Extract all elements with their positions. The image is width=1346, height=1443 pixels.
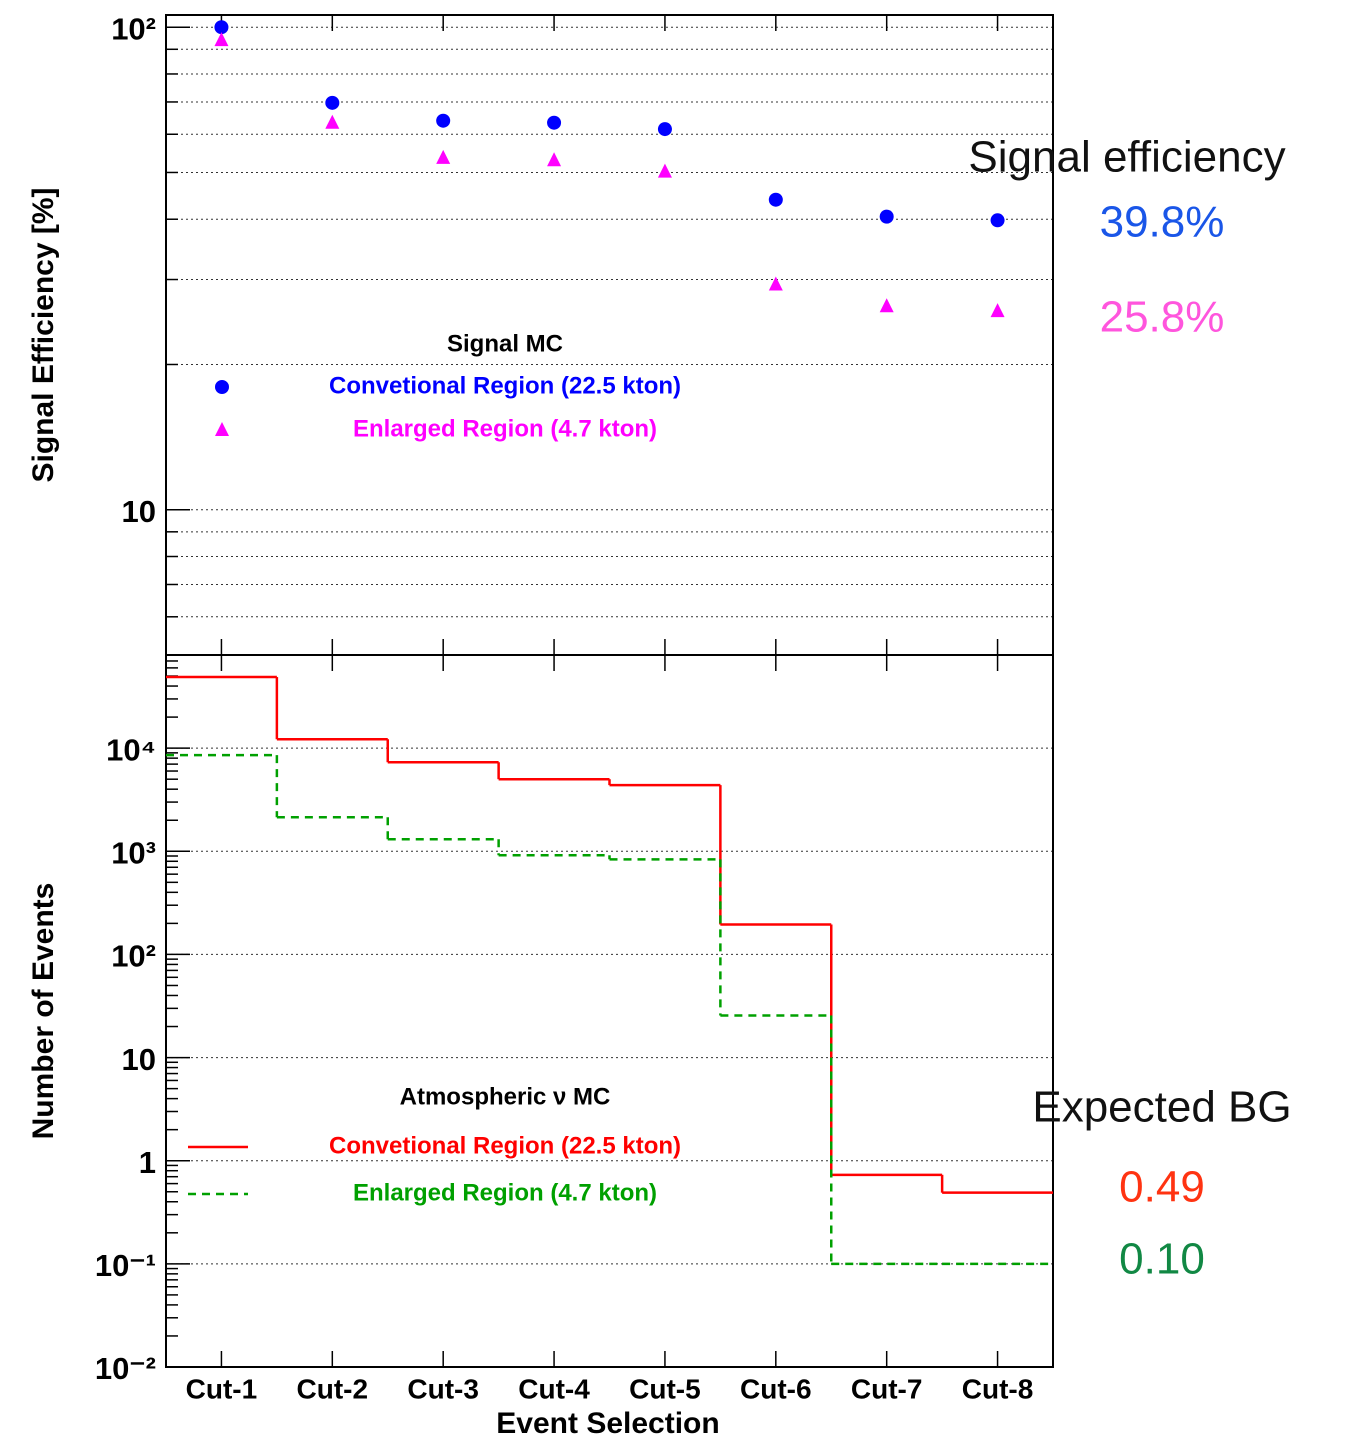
plot-frame: [165, 654, 1054, 1368]
annotation: 25.8%: [1100, 293, 1225, 342]
legend-label: Enlarged Region (4.7 kton): [353, 1179, 657, 1206]
y-tick-label: 10: [122, 1042, 156, 1077]
y-tick-label: 10³: [111, 835, 156, 870]
marker: [657, 163, 672, 178]
x-tick-label: Cut-6: [740, 1373, 812, 1404]
legend-label: Enlarged Region (4.7 kton): [353, 415, 657, 442]
annotation: Expected BG: [1032, 1083, 1291, 1132]
marker: [990, 213, 1005, 228]
marker: [547, 115, 562, 130]
marker: [215, 422, 229, 436]
marker: [768, 276, 783, 291]
marker: [436, 113, 451, 128]
marker: [990, 303, 1005, 318]
marker: [214, 32, 229, 47]
legend-title: Signal MC: [447, 330, 563, 357]
marker: [325, 95, 340, 110]
y-tick-label: 10⁻¹: [95, 1248, 156, 1283]
marker: [879, 298, 894, 313]
legend-title: Atmospheric ν MC: [400, 1083, 611, 1110]
x-tick-label: Cut-7: [851, 1373, 923, 1404]
x-axis-label: Event Selection: [496, 1407, 719, 1440]
x-tick-label: Cut-5: [629, 1373, 701, 1404]
y-tick-label: 10²: [111, 11, 156, 46]
y-tick-label: 10: [122, 494, 156, 529]
x-tick-label: Cut-2: [297, 1373, 369, 1404]
y-axis-label: Number of Events: [27, 883, 60, 1140]
x-tick-label: Cut-8: [962, 1373, 1034, 1404]
annotation: 39.8%: [1100, 198, 1225, 247]
marker: [215, 380, 229, 394]
annotation: Signal efficiency: [968, 133, 1285, 182]
marker: [657, 122, 672, 137]
marker: [879, 209, 894, 224]
y-tick-label: 10²: [111, 939, 156, 974]
legend-label: Convetional Region (22.5 kton): [329, 1132, 681, 1159]
y-tick-label: 10⁻²: [95, 1351, 156, 1386]
y-tick-label: 1: [139, 1145, 156, 1180]
x-tick-label: Cut-4: [518, 1373, 590, 1404]
annotation: 0.10: [1119, 1235, 1205, 1284]
plot-frame: [165, 14, 1054, 656]
legend-label: Convetional Region (22.5 kton): [329, 372, 681, 399]
marker: [325, 114, 340, 129]
x-tick-label: Cut-3: [407, 1373, 479, 1404]
x-tick-label: Cut-1: [186, 1373, 258, 1404]
marker: [768, 192, 783, 207]
marker: [214, 20, 229, 35]
marker: [547, 152, 562, 167]
annotation: 0.49: [1119, 1163, 1205, 1212]
y-axis-label: Signal Efficiency [%]: [27, 187, 60, 482]
y-tick-label: 10⁴: [106, 732, 156, 767]
marker: [436, 149, 451, 164]
